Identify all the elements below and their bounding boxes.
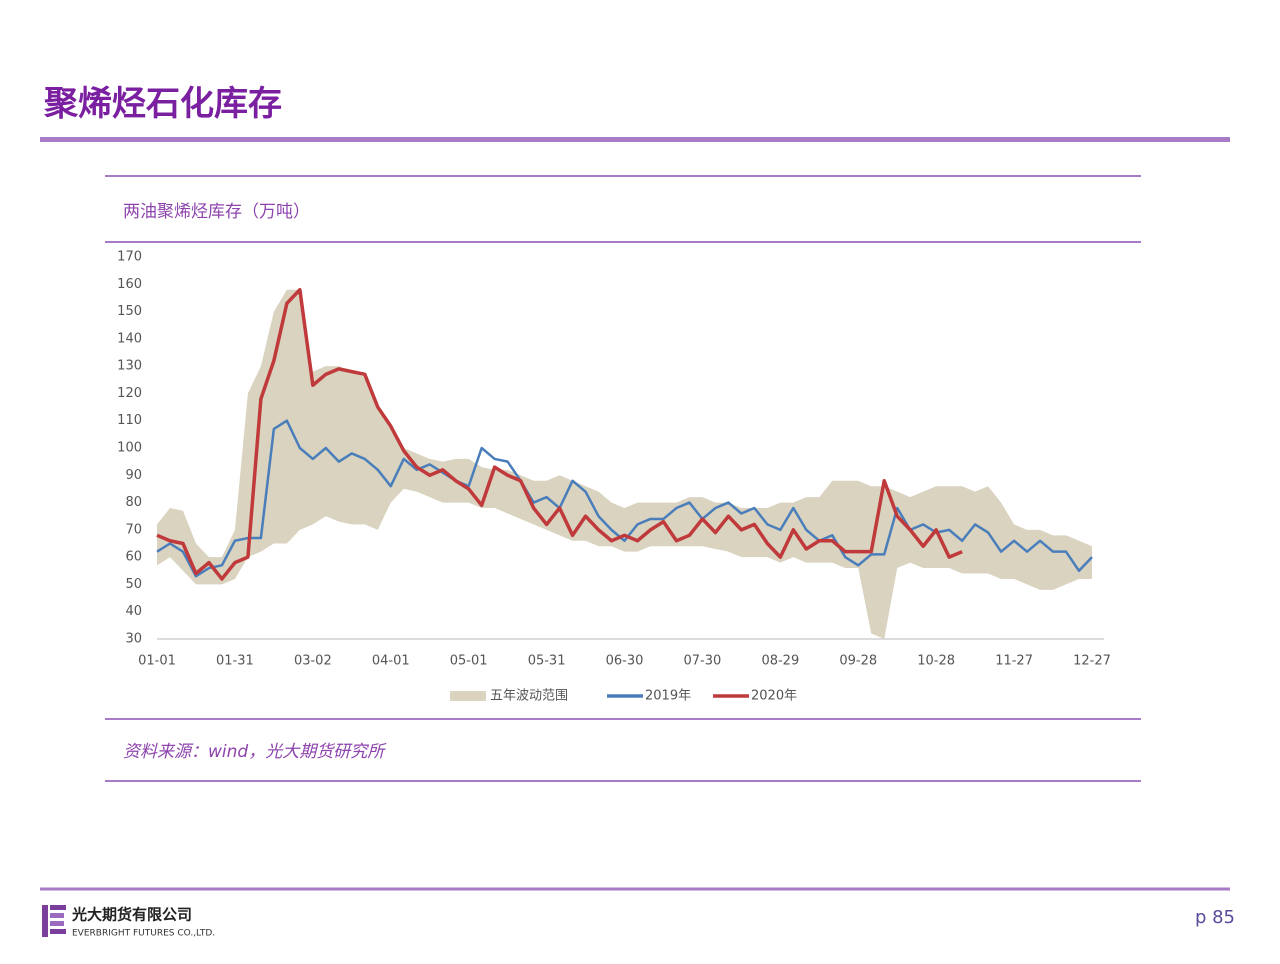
y-tick-label: 60 — [125, 550, 142, 565]
x-tick-label: 04-01 — [372, 654, 410, 669]
x-tick-label: 07-30 — [684, 654, 722, 669]
series-line — [156, 287, 963, 581]
legend-label: 2019年 — [645, 689, 691, 704]
y-tick-label: 80 — [125, 495, 142, 510]
legend-label: 五年波动范围 — [490, 689, 568, 704]
y-tick-label: 170 — [117, 250, 142, 265]
page-number: p 85 — [1195, 907, 1235, 928]
y-tick-label: 150 — [117, 304, 142, 319]
y-tick-label: 40 — [125, 604, 142, 619]
slide-title: 聚烯烃石化库存 — [43, 84, 282, 124]
y-tick-label: 130 — [117, 359, 142, 374]
x-tick-label: 09-28 — [839, 654, 877, 669]
x-tick-label: 11-27 — [995, 654, 1033, 669]
x-tick-label: 08-29 — [761, 654, 799, 669]
legend-swatch — [450, 691, 486, 701]
x-tick-label: 05-01 — [450, 654, 488, 669]
y-tick-label: 110 — [117, 413, 142, 428]
y-tick-label: 140 — [117, 331, 142, 346]
company-name-en: EVERBRIGHT FUTURES CO.,LTD. — [72, 929, 215, 939]
x-tick-label: 01-01 — [138, 654, 176, 669]
y-tick-label: 160 — [117, 277, 142, 292]
y-tick-label: 30 — [125, 632, 142, 647]
x-tick-label: 06-30 — [606, 654, 644, 669]
x-tick-label: 03-02 — [294, 654, 332, 669]
y-tick-label: 100 — [117, 441, 142, 456]
legend-label: 2020年 — [751, 689, 797, 704]
title-rule — [40, 137, 1230, 142]
x-tick-label: 05-31 — [528, 654, 566, 669]
source-note: 资料来源：wind，光大期货研究所 — [123, 742, 387, 762]
y-tick-label: 90 — [125, 468, 142, 483]
x-tick-label: 12-27 — [1073, 654, 1111, 669]
logo-mark — [42, 905, 66, 937]
chart-title: 两油聚烯烃库存（万吨） — [123, 202, 310, 222]
y-tick-label: 70 — [125, 522, 142, 537]
x-tick-label: 01-31 — [216, 654, 254, 669]
range-band — [157, 289, 1092, 639]
y-tick-label: 50 — [125, 577, 142, 592]
x-tick-label: 10-28 — [917, 654, 955, 669]
company-name: 光大期货有限公司 — [71, 906, 192, 924]
y-tick-label: 120 — [117, 386, 142, 401]
